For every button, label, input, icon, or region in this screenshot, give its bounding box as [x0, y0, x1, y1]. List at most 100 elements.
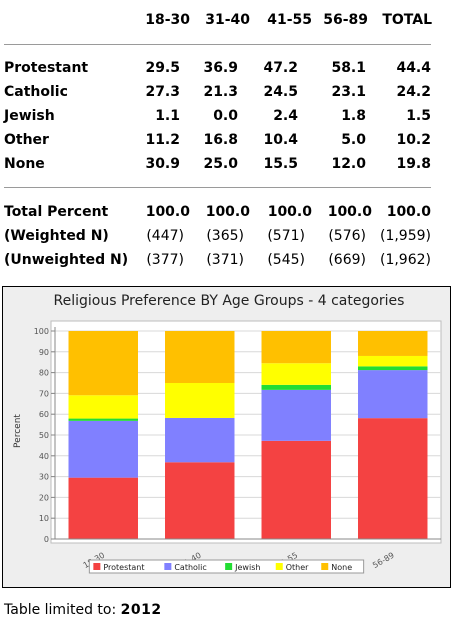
bar-segment-none: [165, 331, 235, 383]
bar-segment-none: [68, 331, 138, 396]
table-cell: 12.0: [331, 156, 366, 172]
y-tick-label: 80: [39, 369, 49, 378]
table-cell: (371): [206, 252, 244, 268]
legend-swatch-other: [275, 563, 283, 570]
table-cell: 2.4: [273, 108, 298, 124]
table-cell: 58.1: [331, 60, 366, 76]
table-cell: 100.0: [386, 204, 431, 220]
bar-segment-catholic: [358, 370, 428, 419]
bar-segment-none: [358, 331, 428, 356]
y-tick-label: 60: [39, 410, 49, 419]
table-cell: 36.9: [203, 60, 238, 76]
legend-item-label: None: [331, 563, 352, 572]
x-tick-label: 56-89: [371, 551, 396, 570]
column-header: 18-30: [145, 12, 190, 28]
table-cell: 100.0: [145, 204, 190, 220]
table-cell: (447): [146, 228, 184, 244]
table-cell: (377): [146, 252, 184, 268]
bar-segment-other: [358, 355, 428, 367]
legend-swatch-jewish: [225, 563, 233, 570]
chart-title: Religious Preference BY Age Groups - 4 c…: [54, 293, 405, 309]
table-row: None 30.9 25.0 15.5 12.0 19.8: [0, 156, 459, 176]
chart-canvas: Religious Preference BY Age Groups - 4 c…: [13, 293, 442, 574]
table-cell: 15.5: [263, 156, 298, 172]
bar-segment-catholic: [165, 417, 235, 463]
bar-segment-catholic: [261, 389, 331, 441]
table-row: Catholic 27.3 21.3 24.5 23.1 24.2: [0, 84, 459, 104]
table-cell: 16.8: [203, 132, 238, 148]
column-header: 31-40: [205, 12, 250, 28]
row-label: Jewish: [4, 108, 55, 124]
header-divider: [4, 44, 431, 45]
table-cell: 100.0: [205, 204, 250, 220]
y-tick-label: 70: [39, 389, 49, 398]
row-label: (Unweighted N): [4, 252, 129, 268]
table-cell: 1.1: [155, 108, 180, 124]
table-cell: 23.1: [331, 84, 366, 100]
summary-row: (Weighted N) (447) (365) (571) (576) (1,…: [0, 228, 459, 248]
summary-divider: [4, 187, 431, 188]
y-tick-label: 50: [39, 431, 49, 440]
summary-row: Total Percent 100.0 100.0 100.0 100.0 10…: [0, 204, 459, 224]
bar-segment-other: [68, 395, 138, 419]
row-label: Protestant: [4, 60, 89, 76]
table-header-row: 18-30 31-40 41-55 56-89 TOTAL: [0, 12, 459, 32]
legend-item-label: Protestant: [103, 563, 144, 572]
table-cell: (669): [328, 252, 366, 268]
y-tick-label: 0: [44, 535, 49, 544]
y-tick-label: 100: [34, 327, 49, 336]
y-tick-label: 10: [39, 514, 49, 523]
row-label: Other: [4, 132, 49, 148]
table-cell: 24.5: [263, 84, 298, 100]
filter-value: 2012: [120, 602, 162, 618]
filter-label: Table limited to:: [4, 602, 117, 618]
row-label: Catholic: [4, 84, 68, 100]
table-cell: (545): [267, 252, 305, 268]
column-header: 41-55: [267, 12, 312, 28]
table-cell: 10.4: [263, 132, 298, 148]
table-cell: 5.0: [341, 132, 366, 148]
legend-item-label: Catholic: [174, 563, 206, 572]
column-header: TOTAL: [382, 12, 432, 28]
table-cell: 0.0: [213, 108, 238, 124]
summary-row: (Unweighted N) (377) (371) (545) (669) (…: [0, 252, 459, 272]
table-row: Jewish 1.1 0.0 2.4 1.8 1.5: [0, 108, 459, 128]
bar-segment-other: [165, 383, 235, 418]
table-cell: 1.5: [406, 108, 431, 124]
row-label: None: [4, 156, 45, 172]
table-cell: 19.8: [396, 156, 431, 172]
bar-segment-jewish: [261, 384, 331, 390]
bar-segment-protestant: [358, 418, 428, 539]
table-cell: 25.0: [203, 156, 238, 172]
y-axis-title: Percent: [13, 414, 23, 448]
stacked-bar-chart: Religious Preference BY Age Groups - 4 c…: [2, 286, 451, 588]
legend-item-label: Other: [286, 563, 309, 572]
bar-segment-none: [261, 331, 331, 364]
bar-segment-other: [261, 363, 331, 385]
bar-segment-jewish: [358, 366, 428, 371]
table-cell: 1.8: [341, 108, 366, 124]
y-tick-label: 30: [39, 473, 49, 482]
bar-segment-protestant: [68, 477, 138, 539]
table-filter-note: Table limited to: 2012: [4, 602, 162, 618]
y-tick-label: 90: [39, 348, 49, 357]
table-row: Protestant 29.5 36.9 47.2 58.1 44.4: [0, 60, 459, 80]
table-cell: 29.5: [145, 60, 180, 76]
table-cell: (576): [328, 228, 366, 244]
table-cell: 27.3: [145, 84, 180, 100]
table-cell: (1,962): [379, 252, 431, 268]
legend-item-label: Jewish: [234, 563, 260, 572]
table-cell: 100.0: [267, 204, 312, 220]
column-header: 56-89: [323, 12, 368, 28]
table-cell: 21.3: [203, 84, 238, 100]
legend-swatch-protestant: [93, 563, 101, 570]
table-cell: 100.0: [327, 204, 372, 220]
row-label: Total Percent: [4, 204, 109, 220]
y-tick-label: 40: [39, 452, 49, 461]
y-tick-label: 20: [39, 493, 49, 502]
table-cell: 44.4: [396, 60, 431, 76]
table-cell: 30.9: [145, 156, 180, 172]
table-cell: 47.2: [263, 60, 298, 76]
row-label: (Weighted N): [4, 228, 109, 244]
table-row: Other 11.2 16.8 10.4 5.0 10.2: [0, 132, 459, 152]
